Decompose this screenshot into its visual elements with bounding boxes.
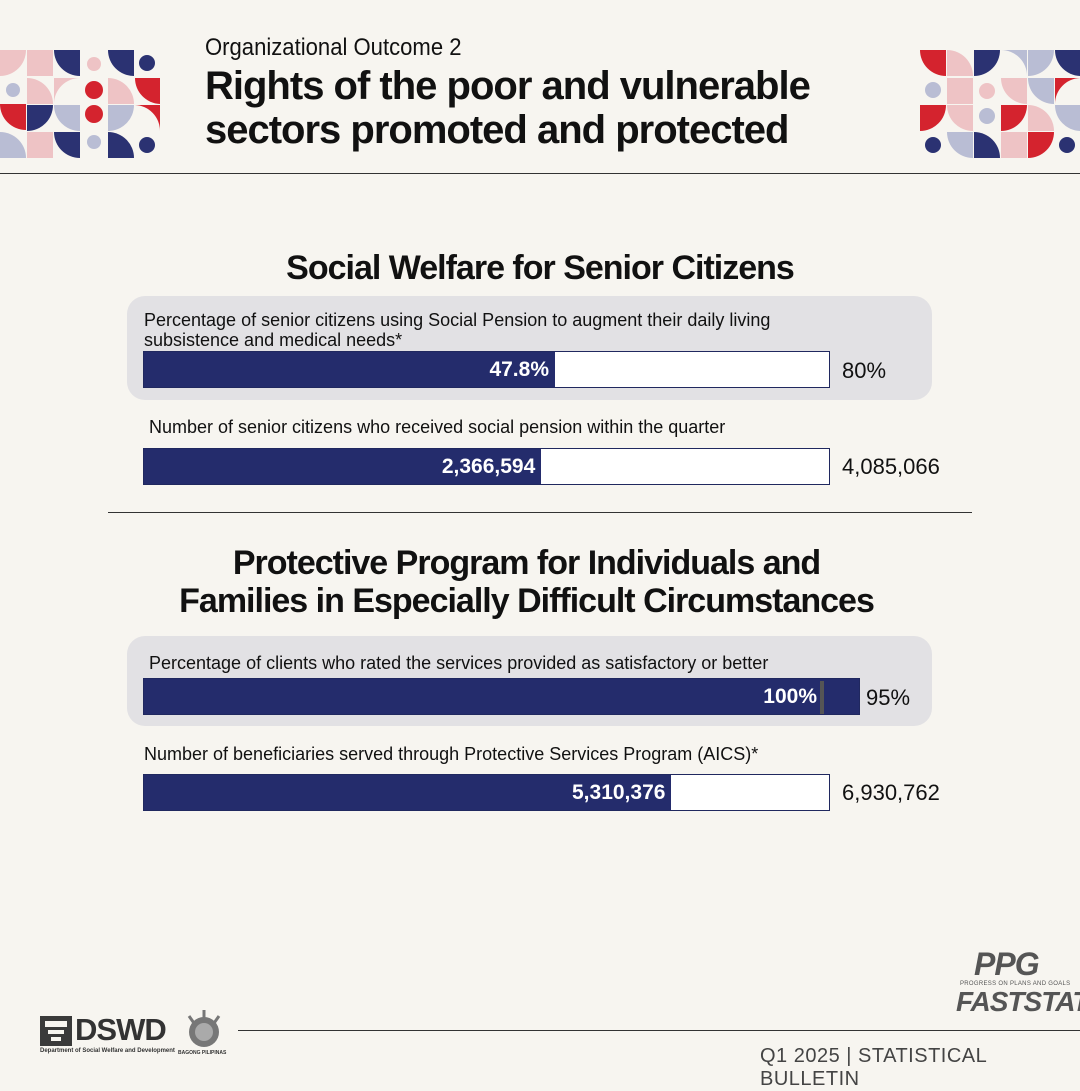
bar-fill: 5,310,376 (144, 775, 672, 810)
section-divider (108, 512, 972, 513)
ppg-logo-subtext: PROGRESS ON PLANS AND GOALS (960, 981, 1071, 987)
section-title-senior-citizens: Social Welfare for Senior Citizens (286, 249, 795, 287)
metric-label-line: Percentage of senior citizens using Soci… (144, 310, 771, 330)
bar-fill: 100% (144, 679, 859, 714)
section-title-protective-program: Protective Program for Individuals and F… (0, 544, 1053, 620)
bar-value-label: 100% (763, 684, 817, 708)
bar-track: 47.8% (143, 351, 830, 388)
page-title: Rights of the poor and vulnerable sector… (205, 64, 905, 152)
target-label: 4,085,066 (842, 454, 940, 479)
bagong-pilipinas-logo: BAGONG PILIPINAS (176, 1006, 232, 1056)
bar-track: 100% (143, 678, 860, 715)
bar-fill: 2,366,594 (144, 449, 542, 484)
bagong-pilipinas-text: BAGONG PILIPINAS (178, 1050, 227, 1056)
footer-divider (238, 1030, 1080, 1031)
metric-label-pension-recipients: Number of senior citizens who received s… (149, 417, 726, 437)
metric-label-line: subsistence and medical needs* (144, 330, 403, 350)
metric-label-client-satisfaction: Percentage of clients who rated the serv… (149, 653, 769, 673)
decorative-pattern-left (0, 50, 160, 158)
page-title-line-1: Rights of the poor and vulnerable (205, 64, 811, 108)
metric-label-social-pension: Percentage of senior citizens using Soci… (144, 310, 844, 350)
bar-track: 5,310,376 (143, 774, 830, 811)
dswd-logo-subtext: Department of Social Welfare and Develop… (40, 1048, 175, 1054)
target-label: 6,930,762 (842, 780, 940, 805)
bar-value-label: 2,366,594 (441, 454, 536, 478)
section-title-line-2: Families in Especially Difficult Circums… (179, 582, 875, 620)
outcome-eyebrow: Organizational Outcome 2 (205, 34, 462, 61)
page-title-line-2: sectors promoted and protected (205, 108, 789, 152)
bar-value-label: 5,310,376 (572, 780, 666, 804)
metric-label-aics-beneficiaries: Number of beneficiaries served through P… (144, 744, 759, 764)
decorative-pattern-right (920, 50, 1080, 158)
bar-track: 2,366,594 (143, 448, 830, 485)
header-divider (0, 173, 1080, 174)
bar-fill: 47.8% (144, 352, 555, 387)
section-title-line-1: Protective Program for Individuals and (232, 544, 821, 582)
target-label: 80% (842, 358, 887, 383)
bar-value-label: 47.8% (489, 357, 549, 381)
target-marker (820, 681, 824, 714)
footer-bulletin-label: Q1 2025 | STATISTICAL BULLETIN (760, 1045, 987, 1090)
ppg-logo-text: PPG (974, 946, 1040, 982)
faststat-logo-text: FASTSTAT (956, 986, 1080, 1017)
sun-emblem-icon (187, 1010, 221, 1047)
dswd-emblem-icon (40, 1016, 72, 1046)
target-label: 95% (866, 685, 911, 710)
dswd-logo-text: DSWD (75, 1012, 167, 1047)
